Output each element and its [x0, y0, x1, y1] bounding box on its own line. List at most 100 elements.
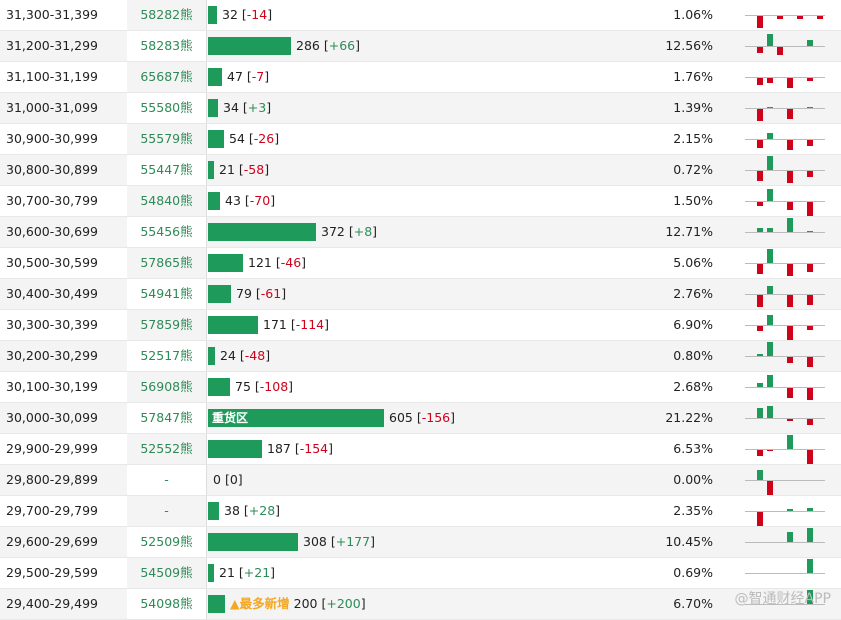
warrant-code-link[interactable]: 54941熊 [127, 279, 206, 309]
warrant-code-link[interactable]: 57859熊 [127, 310, 206, 340]
mini-trend-bar [767, 315, 773, 325]
mini-trend-bar [757, 470, 763, 480]
mini-trend-bar [807, 171, 813, 177]
count-bar-cell: 54 [-26] [206, 124, 279, 154]
percent-share: 1.39% [673, 100, 713, 115]
percent-share: 0.80% [673, 348, 713, 363]
table-row: 31,100-31,199 65687熊 47 [-7] 1.76% [0, 62, 841, 93]
mini-trend-bar [757, 16, 763, 28]
count-bar: 重货区 [208, 409, 384, 427]
strike-range: 30,700-30,799 [6, 193, 98, 208]
warrant-code-link[interactable]: 52517熊 [127, 341, 206, 371]
count-delta: +3 [247, 100, 267, 115]
count-value: 54 [-26] [229, 131, 280, 146]
percent-share: 1.76% [673, 69, 713, 84]
mini-trend-bar [767, 133, 773, 139]
warrant-code-link[interactable]: 57847熊 [127, 403, 206, 433]
count-value: 21 [-58] [219, 162, 270, 177]
mini-trend-bar [767, 406, 773, 418]
warrant-code-link[interactable]: 54840熊 [127, 186, 206, 216]
strike-range: 29,800-29,899 [6, 472, 98, 487]
warrant-code-link[interactable]: 65687熊 [127, 62, 206, 92]
percent-share: 1.06% [673, 7, 713, 22]
warrant-code-link[interactable]: 52552熊 [127, 434, 206, 464]
warrant-code-link[interactable]: 52509熊 [127, 527, 206, 557]
warrant-code-link[interactable]: 58282熊 [127, 0, 206, 30]
count-bar [208, 285, 231, 303]
count-bar [208, 99, 218, 117]
count-bar-cell: 43 [-70] [206, 186, 275, 216]
strike-range: 31,200-31,299 [6, 38, 98, 53]
count-bar [208, 68, 222, 86]
count-delta: 0 [229, 472, 238, 487]
strike-range: 30,900-30,999 [6, 131, 98, 146]
warrant-code-link[interactable]: 54098熊 [127, 589, 206, 619]
strike-range: 30,200-30,299 [6, 348, 98, 363]
warrant-code-link[interactable]: 57865熊 [127, 248, 206, 278]
count-delta: -58 [243, 162, 265, 177]
strike-range: 29,700-29,799 [6, 503, 98, 518]
mini-trend-bar [807, 528, 813, 542]
mini-trend-bar [787, 171, 793, 183]
count-bar-cell: 308 [+177] [206, 527, 375, 557]
table-row: 31,200-31,299 58283熊 286 [+66] 12.56% [0, 31, 841, 62]
mini-trend-bar [787, 388, 793, 398]
table-row: 29,600-29,699 52509熊 308 [+177] 10.45% [0, 527, 841, 558]
strike-range: 31,100-31,199 [6, 69, 98, 84]
percent-share: 10.45% [665, 534, 713, 549]
count-delta: -7 [251, 69, 265, 84]
count-bar-cell: 21 [+21] [206, 558, 275, 588]
mini-trend-bar [787, 295, 793, 307]
mini-trend-bar [807, 559, 813, 573]
mini-trend-chart [745, 93, 825, 123]
warrant-code-link[interactable]: 58283熊 [127, 31, 206, 61]
count-bar-cell: ▲最多新增 200 [+200] [206, 589, 366, 619]
count-value: 286 [+66] [296, 38, 361, 53]
count-bar-cell: 79 [-61] [206, 279, 286, 309]
table-row: 29,500-29,599 54509熊 21 [+21] 0.69% [0, 558, 841, 589]
warrant-code-link[interactable]: 56908熊 [127, 372, 206, 402]
count-bar [208, 533, 298, 551]
warrant-code-link[interactable]: 55447熊 [127, 155, 206, 185]
count-bar [208, 440, 262, 458]
mini-trend-chart [745, 124, 825, 154]
mini-trend-bar [767, 228, 773, 232]
count-bar [208, 130, 224, 148]
mini-trend-bar [757, 512, 763, 526]
count-delta: +66 [328, 38, 356, 53]
count-value: 21 [+21] [219, 565, 276, 580]
mini-trend-chart [745, 434, 825, 464]
mini-trend-bar [757, 264, 763, 274]
count-value: 187 [-154] [267, 441, 333, 456]
percent-share: 12.71% [665, 224, 713, 239]
mini-trend-bar [767, 34, 773, 46]
mini-trend-chart [745, 589, 825, 619]
count-bar-cell: 286 [+66] [206, 31, 360, 61]
mini-trend-bar [757, 295, 763, 307]
mini-trend-bar [767, 189, 773, 201]
count-value: 372 [+8] [321, 224, 378, 239]
mini-trend-bar [807, 357, 813, 367]
count-delta: -114 [295, 317, 325, 332]
mini-trend-bar [777, 47, 783, 55]
count-delta: -26 [253, 131, 275, 146]
count-bar [208, 378, 230, 396]
mini-trend-bar [767, 107, 773, 108]
warrant-code-link[interactable]: 54509熊 [127, 558, 206, 588]
percent-share: 6.70% [673, 596, 713, 611]
mini-trend-bar [807, 40, 813, 46]
warrant-code-link[interactable]: 55579熊 [127, 124, 206, 154]
table-row: 30,900-30,999 55579熊 54 [-26] 2.15% [0, 124, 841, 155]
count-delta: +8 [353, 224, 373, 239]
mini-trend-bar [757, 202, 763, 206]
mini-trend-bar [807, 231, 813, 232]
mini-trend-chart [745, 527, 825, 557]
mini-trend-chart [745, 31, 825, 61]
mini-trend-chart [745, 186, 825, 216]
warrant-code-link[interactable]: 55456熊 [127, 217, 206, 247]
warrant-code-link[interactable]: 55580熊 [127, 93, 206, 123]
mini-trend-bar [797, 16, 803, 19]
count-delta: +28 [248, 503, 276, 518]
strike-range: 30,800-30,899 [6, 162, 98, 177]
